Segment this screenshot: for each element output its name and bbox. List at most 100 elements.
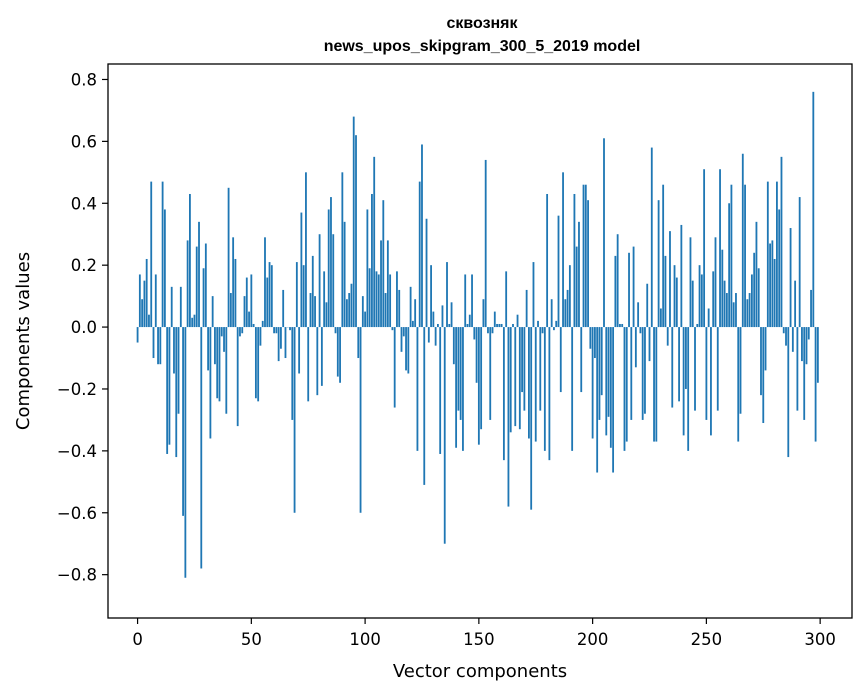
- bar: [455, 327, 458, 448]
- bar: [680, 224, 683, 328]
- bar: [166, 327, 169, 454]
- bar: [719, 169, 721, 328]
- bar: [780, 156, 783, 328]
- bar: [580, 327, 583, 393]
- bar: [418, 181, 421, 328]
- bar: [530, 327, 533, 510]
- bar: [555, 320, 558, 328]
- y-tick-label: −0.2: [57, 380, 97, 399]
- x-tick-label: 150: [463, 630, 495, 649]
- bar: [391, 327, 394, 331]
- bar: [261, 320, 264, 328]
- bar: [805, 327, 808, 365]
- bar: [136, 327, 139, 343]
- bar: [300, 212, 303, 328]
- bar: [448, 323, 451, 328]
- bar: [152, 327, 155, 359]
- bar: [257, 327, 260, 402]
- bar: [662, 184, 665, 328]
- bar-series: [136, 91, 819, 578]
- bar: [459, 327, 462, 420]
- bar: [462, 327, 464, 451]
- bar: [484, 159, 487, 328]
- bar: [571, 327, 574, 451]
- bar: [707, 308, 710, 328]
- bar: [389, 274, 392, 328]
- x-tick-label: 50: [241, 630, 262, 649]
- bar: [396, 271, 398, 328]
- bar: [411, 320, 414, 328]
- bar: [664, 255, 667, 328]
- bar: [509, 327, 512, 433]
- bar: [801, 327, 803, 362]
- bar: [232, 237, 235, 328]
- bar: [791, 327, 794, 352]
- bar: [182, 327, 184, 516]
- bar: [466, 323, 469, 328]
- bar: [628, 252, 630, 328]
- bar: [427, 327, 430, 343]
- bar: [769, 243, 771, 328]
- bar: [211, 296, 214, 328]
- bar: [700, 274, 703, 328]
- bar: [764, 327, 767, 371]
- bar: [361, 296, 364, 328]
- bar: [523, 327, 526, 411]
- bar: [512, 323, 514, 328]
- bar: [712, 271, 715, 328]
- bar: [145, 258, 148, 328]
- bar: [714, 237, 717, 328]
- bar: [730, 184, 733, 328]
- bar: [589, 327, 592, 349]
- bar: [491, 327, 494, 334]
- bar: [625, 327, 628, 442]
- bar: [384, 293, 387, 328]
- bar: [710, 327, 712, 436]
- bar: [416, 327, 419, 451]
- bar: [750, 274, 753, 328]
- bar: [778, 209, 781, 328]
- bar: [632, 246, 635, 328]
- bar: [434, 327, 437, 346]
- bar: [502, 327, 505, 461]
- bar: [564, 299, 567, 328]
- bar: [309, 293, 312, 328]
- bar: [543, 327, 546, 451]
- bar: [614, 255, 617, 328]
- bar: [573, 193, 576, 328]
- bar: [266, 277, 269, 328]
- bar: [273, 327, 275, 334]
- bar: [357, 327, 360, 359]
- bar: [163, 209, 166, 328]
- bar: [807, 327, 810, 340]
- bar: [723, 280, 726, 328]
- bar: [675, 277, 678, 328]
- bar: [796, 327, 799, 411]
- bar: [746, 299, 749, 328]
- y-tick-label: 0.0: [71, 318, 97, 337]
- bar: [732, 302, 735, 328]
- bar: [782, 327, 785, 334]
- bar: [505, 271, 508, 328]
- bar: [432, 311, 435, 328]
- bar: [803, 327, 806, 420]
- bar: [380, 240, 382, 328]
- bar: [193, 314, 196, 328]
- bar: [659, 308, 662, 328]
- bar: [596, 327, 599, 473]
- bar: [744, 184, 746, 328]
- bar: [757, 268, 760, 328]
- bar: [414, 299, 417, 328]
- bar: [794, 280, 797, 328]
- bar: [234, 258, 237, 328]
- bar: [423, 327, 426, 485]
- bar: [619, 323, 621, 328]
- bar: [694, 327, 696, 411]
- bar: [325, 302, 328, 328]
- bar: [473, 327, 476, 340]
- bar: [386, 240, 389, 328]
- bar: [553, 327, 555, 331]
- bar: [666, 327, 669, 346]
- bar: [616, 234, 619, 328]
- bar: [382, 200, 385, 328]
